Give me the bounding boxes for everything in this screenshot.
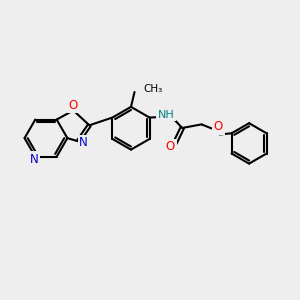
Text: N: N	[29, 152, 38, 166]
Text: O: O	[69, 99, 78, 112]
Text: NH: NH	[158, 110, 174, 120]
Text: O: O	[214, 120, 223, 133]
Text: CH₃: CH₃	[143, 84, 163, 94]
Text: O: O	[166, 140, 175, 154]
Text: N: N	[79, 136, 88, 149]
